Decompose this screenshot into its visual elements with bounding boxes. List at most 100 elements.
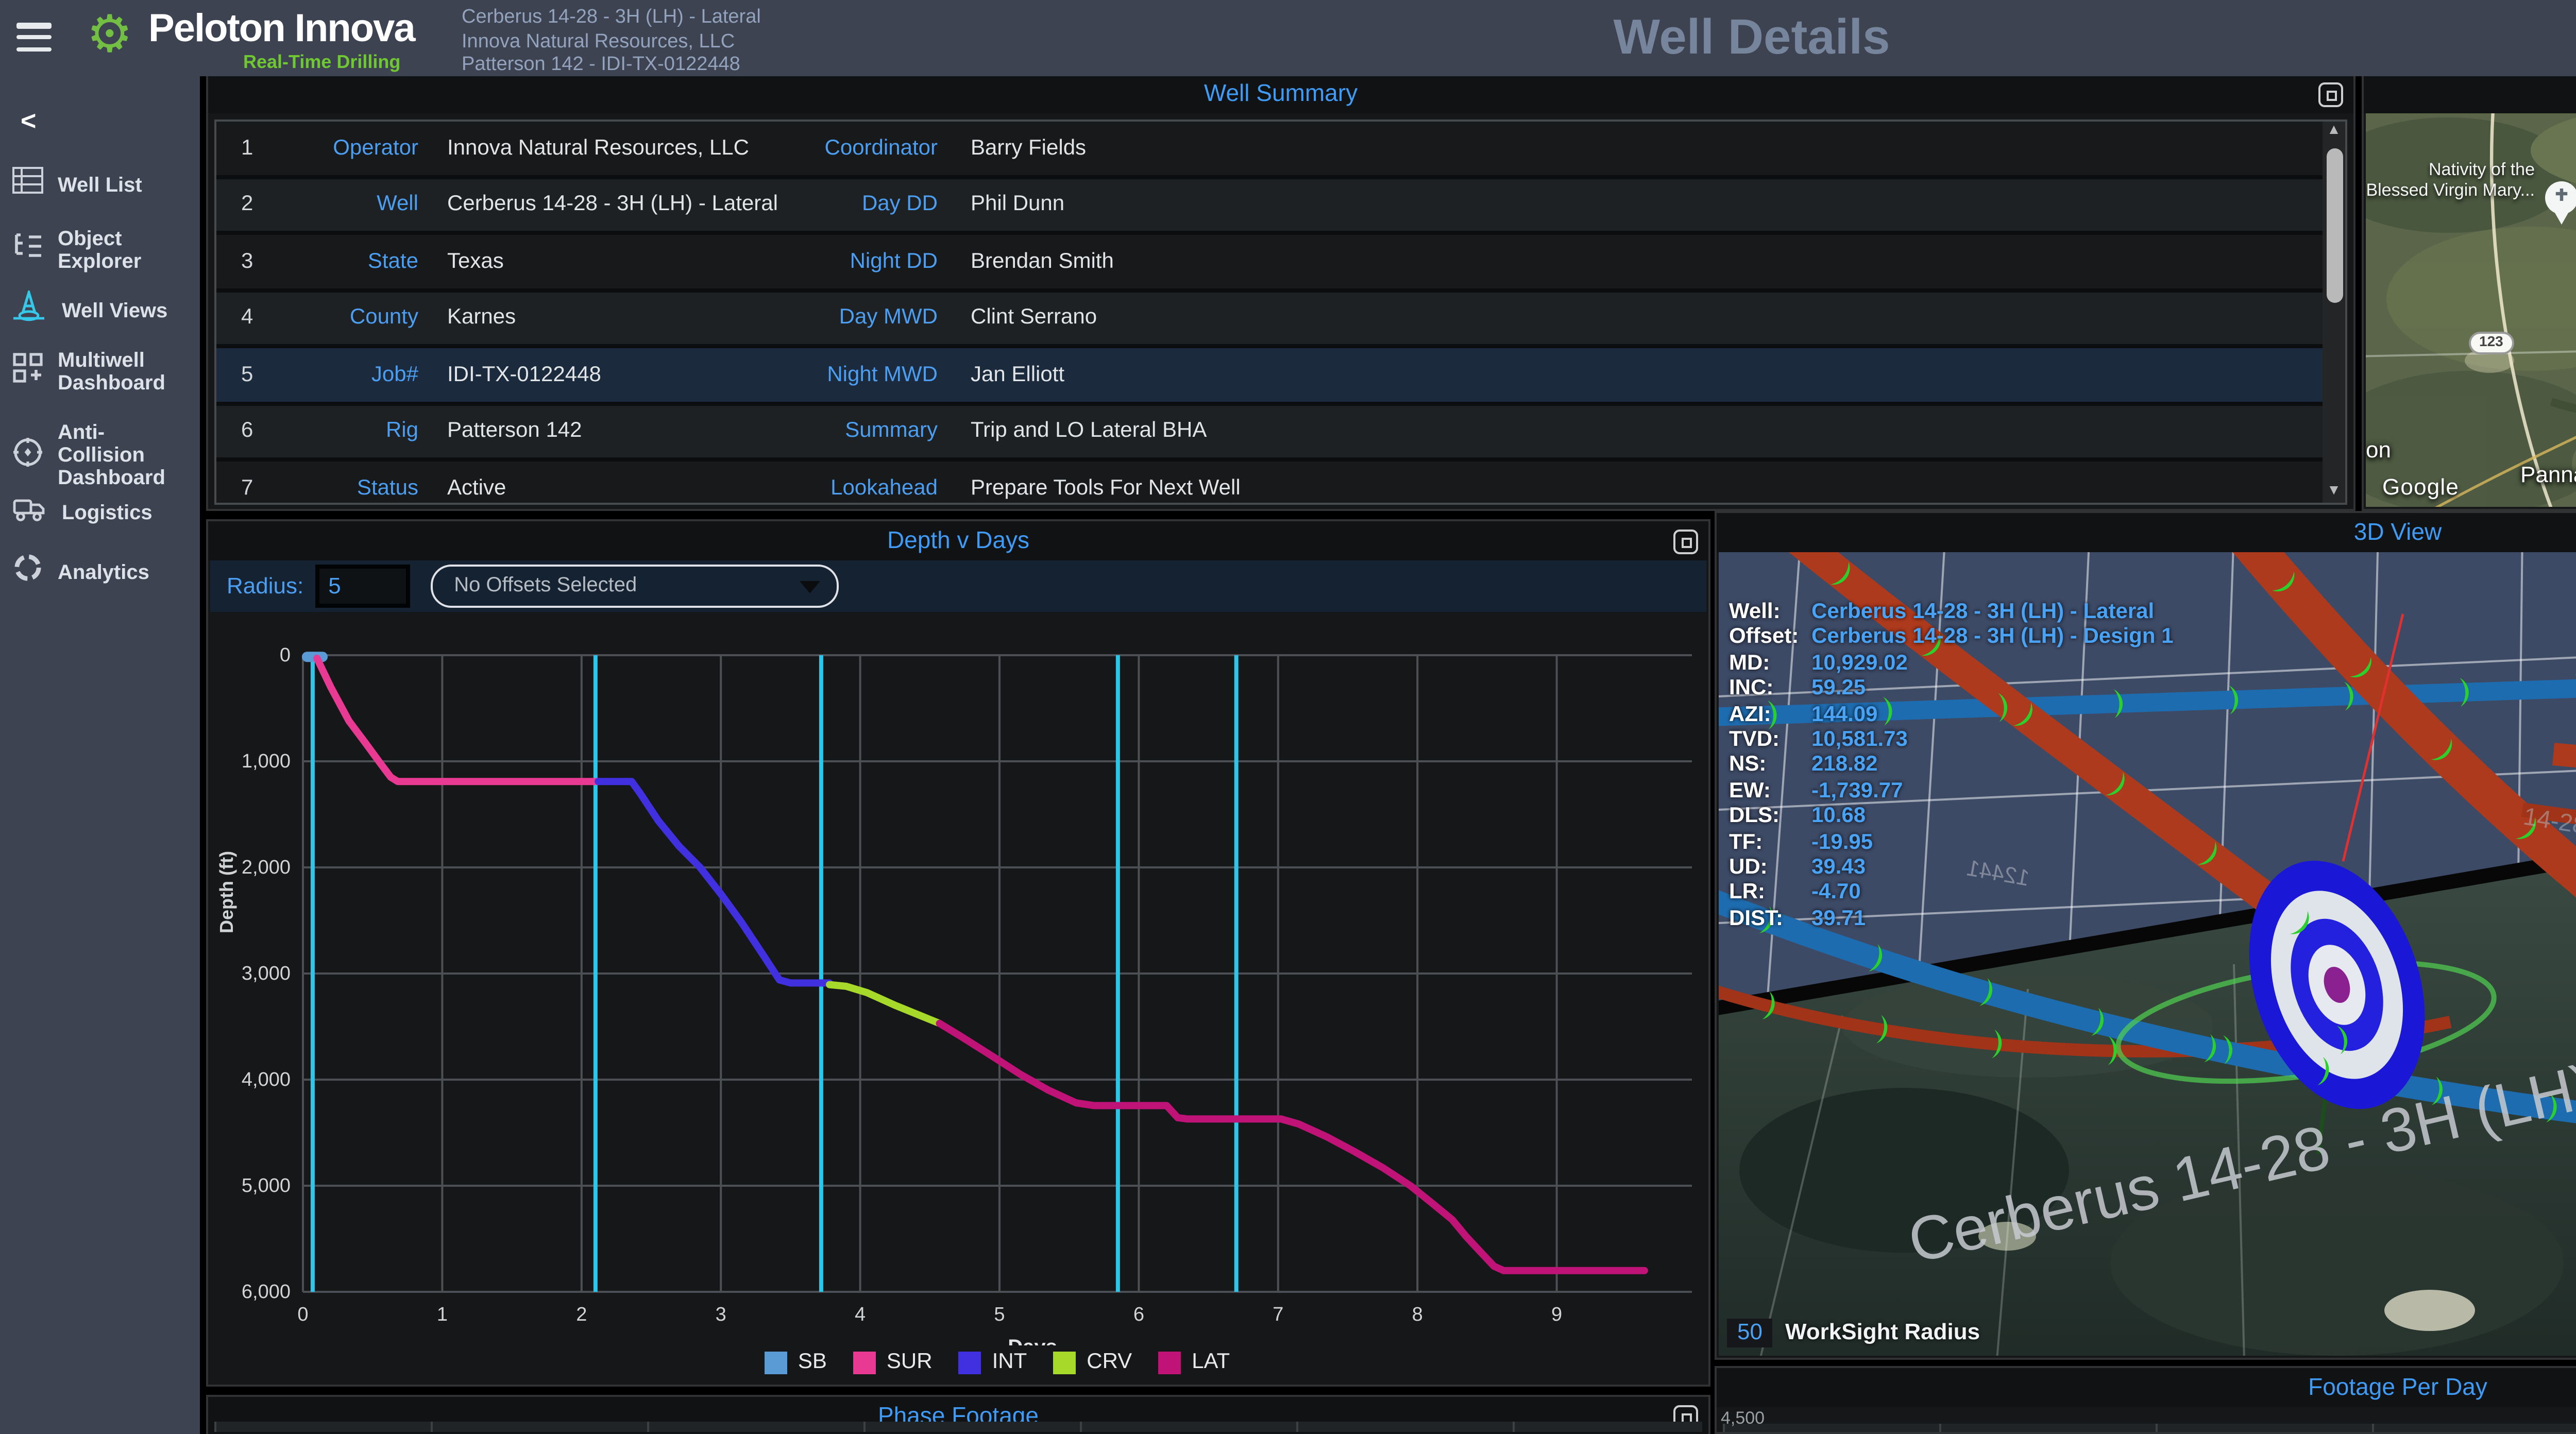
legend-label: SUR [886, 1350, 933, 1374]
expand-icon[interactable] [1673, 530, 1698, 554]
well-info-line2: Innova Natural Resources, LLC [462, 30, 735, 53]
active-well-info: Cerberus 14-28 - 3H (LH) - Lateral Innov… [462, 6, 761, 77]
sidebar-item-anti-collision-dashboard[interactable]: Anti-Collision Dashboard [12, 422, 177, 490]
row-label: County [349, 305, 418, 330]
table-row[interactable]: 6 Rig Patterson 142 Summary Trip and LO Late… [216, 405, 2345, 462]
worksight-radius: 50 WorkSight Radius [1727, 1319, 1980, 1347]
pipe-chevron-marker [2091, 1008, 2104, 1036]
panel-title: Footage Per Day [2308, 1375, 2487, 1400]
pipe-chevron-marker [1876, 1015, 1888, 1044]
row-number: 2 [241, 192, 253, 217]
pipe-chevron-marker [1998, 693, 2008, 722]
table-row[interactable]: 7 Status Active Lookahead Prepare Tools For … [216, 462, 2345, 503]
table-row[interactable]: 1 Operator Innova Natural Resources, LLC Co… [216, 122, 2345, 178]
scroll-down-icon[interactable]: ▼ [2327, 484, 2341, 499]
pipe-chevron-marker [2460, 678, 2469, 707]
legend-swatch [853, 1351, 876, 1373]
app-tagline: Real-Time Drilling [243, 52, 401, 72]
row-value: Cerberus 14-28 - 3H (LH) - Lateral [447, 192, 778, 217]
bullseye-target [2249, 861, 2425, 1109]
well-summary-header: Well Summary [208, 74, 2353, 113]
legend-swatch [1159, 1351, 1182, 1373]
map-satellite-art [2366, 113, 2576, 507]
chart-top-strip [1723, 1424, 2576, 1432]
row-value: Texas [447, 249, 504, 274]
pipe-chevron-marker [2546, 1094, 2557, 1122]
depth-chart[interactable]: 0 1,000 2,000 3,000 4,000 5,000 6,000 0 1 2 3 4 5 6 7 8… [208, 612, 1708, 1345]
view-3d-canvas[interactable]: E N S W 12441 14-28 - 6 Cerberus 14-28 -… [1719, 552, 2576, 1356]
sidebar-collapse-icon[interactable]: < [21, 105, 37, 136]
legend-label: CRV [1087, 1350, 1132, 1374]
axis-tick-label: 4,500 [1721, 1407, 1765, 1428]
telemetry-row: Well: Cerberus 14-28 - 3H (LH) - Lateral [1729, 600, 2155, 624]
scroll-up-icon[interactable]: ▲ [2327, 124, 2341, 138]
row-value2: Trip and LO Lateral BHA [971, 419, 1207, 443]
object-explorer-icon [12, 233, 43, 270]
hamburger-menu-icon[interactable] [16, 23, 52, 52]
telemetry-row: INC: 59.25 [1729, 676, 1866, 701]
radius-label: Radius: [227, 574, 304, 599]
svg-text:0: 0 [297, 1304, 308, 1325]
row-label2: Night MWD [827, 362, 938, 387]
radius-input[interactable] [316, 565, 411, 608]
legend-item[interactable]: SUR [853, 1350, 933, 1374]
phase-footage-panel: Phase Footage [206, 1395, 1710, 1434]
google-logo: Google [2382, 476, 2460, 501]
table-scrollbar[interactable]: ▲ ▼ [2323, 122, 2345, 503]
pipe-chevron-marker [2290, 911, 2309, 934]
legend-item[interactable]: LAT [1159, 1350, 1230, 1374]
legend-item[interactable]: INT [959, 1350, 1027, 1374]
svg-text:6,000: 6,000 [242, 1281, 291, 1303]
pipe-chevron-marker [2106, 772, 2125, 795]
sidebar-item-object-explorer[interactable]: Object Explorer [12, 229, 200, 274]
legend-swatch [959, 1351, 982, 1373]
well-info-line3: Patterson 142 - IDI-TX-0122448 [462, 54, 740, 76]
well-list-icon [12, 167, 43, 204]
pipe-chevron-marker [2317, 1056, 2329, 1085]
depth-v-days-header: Depth v Days [208, 521, 1708, 560]
svg-text:8: 8 [1412, 1304, 1423, 1325]
sidebar-item-logistics[interactable]: Logistics [12, 494, 152, 534]
series-INT [595, 778, 833, 987]
sidebar-item-well-list[interactable]: Well List [12, 167, 142, 204]
town-label-partial: on [2366, 439, 2391, 464]
offsets-dropdown[interactable]: No Offsets Selected [431, 565, 840, 608]
legend-item[interactable]: SB [765, 1350, 827, 1374]
row-number: 7 [241, 475, 253, 500]
pipe-chevron-marker [1922, 633, 1941, 656]
row-value: Patterson 142 [447, 419, 582, 443]
top-header: ⚙ Peloton Innova Real-Time Drilling Cerb… [0, 0, 2576, 76]
analytics-icon [12, 552, 43, 593]
table-row[interactable]: 5 Job# IDI-TX-0122448 Night MWD Jan Elliott [216, 348, 2345, 405]
svg-text:2: 2 [576, 1304, 587, 1325]
series-LAT [936, 1019, 1648, 1274]
pipe-chevron-marker [1759, 906, 1773, 933]
sidebar-item-well-views[interactable]: Well Views [12, 287, 167, 334]
row-label2: Day MWD [839, 305, 938, 330]
truck-icon [12, 494, 47, 534]
expand-icon[interactable] [2318, 82, 2343, 107]
worksight-radius-input[interactable]: 50 [1727, 1319, 1773, 1347]
table-row[interactable]: 2 Well Cerberus 14-28 - 3H (LH) - Lateral D… [216, 178, 2345, 235]
svg-text:3,000: 3,000 [242, 963, 291, 984]
footage-per-day-header: Footage Per Day [1717, 1368, 2576, 1407]
row-value2: Jan Elliott [971, 362, 1065, 387]
sidebar-item-analytics[interactable]: Analytics [12, 552, 149, 593]
svg-text:9: 9 [1551, 1304, 1562, 1325]
svg-text:2,000: 2,000 [242, 857, 291, 878]
panel-title: Well Summary [1204, 81, 1358, 106]
legend-item[interactable]: CRV [1054, 1350, 1132, 1374]
row-value: Active [447, 475, 506, 500]
pipe-chevron-marker [2108, 1036, 2117, 1065]
row-number: 1 [241, 135, 253, 160]
table-row[interactable]: 3 State Texas Night DD Brendan Smith [216, 235, 2345, 292]
row-label2: Lookahead [831, 475, 938, 500]
view-3d-scene: E N S W 12441 14-28 - 6 Cerberus 14-28 -… [1719, 552, 2576, 1356]
pipe-chevron-marker [1992, 1029, 2002, 1059]
row-value: IDI-TX-0122448 [447, 362, 601, 387]
scrollbar-thumb[interactable] [2326, 148, 2342, 303]
sidebar-item-multiwell-dashboard[interactable]: Multiwell Dashboard [12, 350, 165, 396]
table-row[interactable]: 4 County Karnes Day MWD Clint Serrano [216, 292, 2345, 348]
series-SUR [313, 655, 602, 786]
